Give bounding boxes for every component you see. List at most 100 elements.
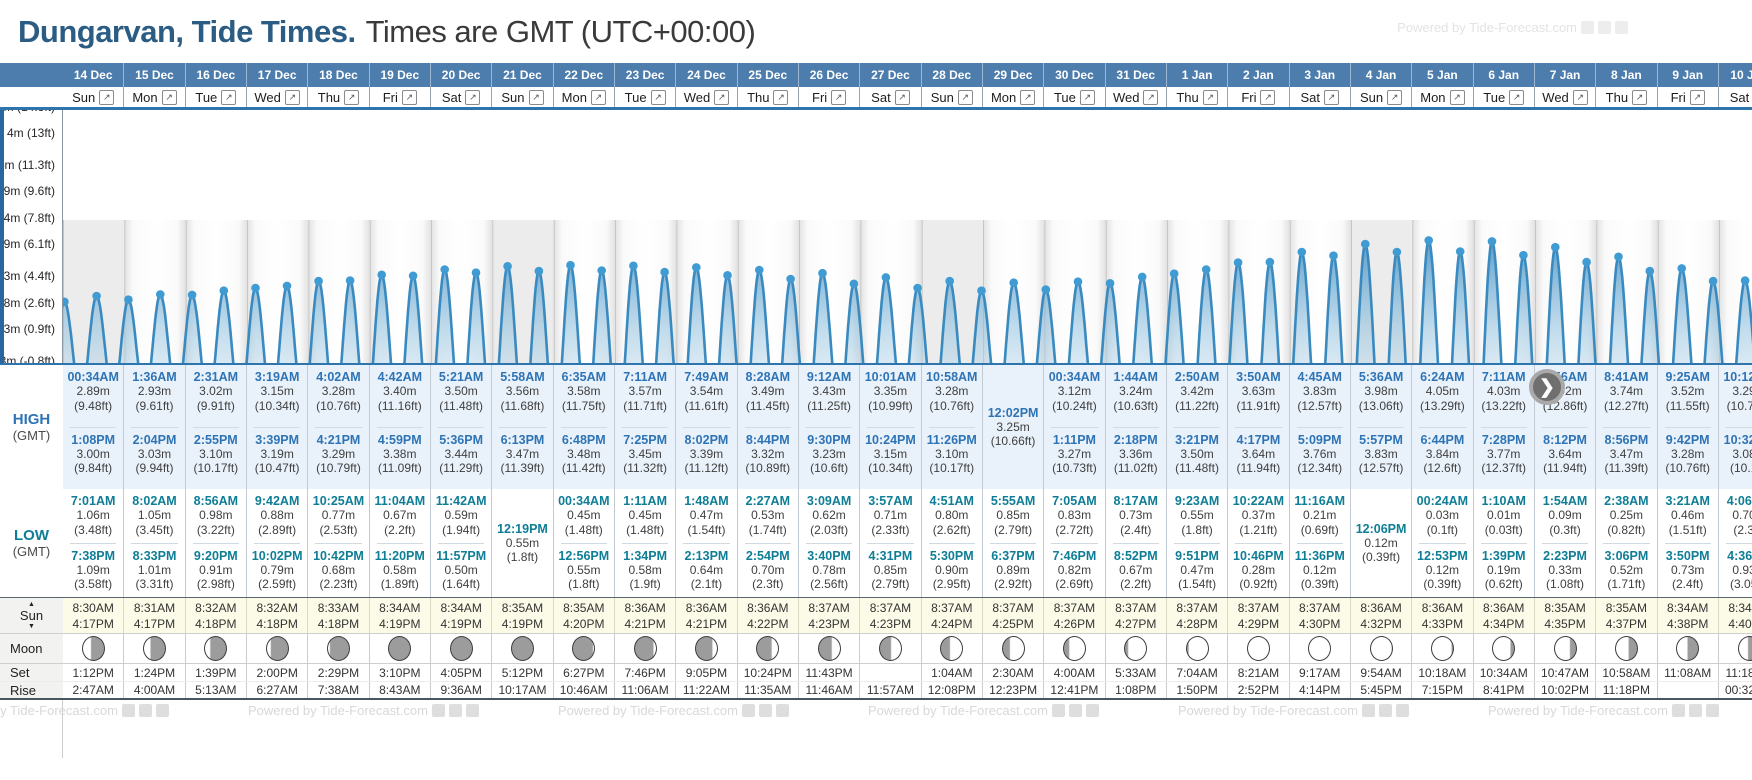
- moonset-time: 4:05PM: [430, 664, 493, 681]
- day-link-icon[interactable]: ↗: [161, 89, 177, 105]
- day-link-icon[interactable]: ↗: [1632, 89, 1648, 105]
- tide-height-ft: (3.31ft): [135, 577, 174, 591]
- tide-subcell: 3:40PM 0.78m (2.56ft): [799, 544, 859, 598]
- tide-height-m: 0.12m: [1303, 562, 1337, 577]
- tide-time: 2:54PM: [745, 548, 790, 563]
- tide-height-m: 3.27m: [1057, 446, 1092, 461]
- tide-time: 1:11AM: [623, 494, 667, 508]
- day-link-icon[interactable]: ↗: [401, 89, 417, 105]
- day-link-icon[interactable]: ↗: [1572, 89, 1588, 105]
- sunrise-time: 8:35AM: [1544, 600, 1586, 615]
- chart-day-separator: [1473, 220, 1475, 365]
- tide-height-m: 0.98m: [199, 508, 233, 522]
- tide-height-m: 0.71m: [873, 508, 908, 522]
- day-link-icon[interactable]: ↗: [714, 89, 730, 105]
- day-link-icon[interactable]: ↗: [773, 89, 789, 105]
- tide-height-ft: (1.08ft): [1546, 577, 1585, 591]
- tide-height-m: 3.83m: [1303, 384, 1337, 398]
- day-link-icon[interactable]: ↗: [1509, 89, 1525, 105]
- tide-height-ft: (10.63ft): [1113, 398, 1159, 413]
- gmt-label: (GMT): [12, 428, 51, 443]
- day-link-icon[interactable]: ↗: [831, 89, 847, 105]
- day-link-icon[interactable]: ↗: [1449, 89, 1465, 105]
- day-link-icon[interactable]: ↗: [590, 89, 606, 105]
- tide-subrow-divider: [805, 542, 853, 544]
- sun-times-cell: 8:37AM 4:29PM: [1228, 598, 1290, 633]
- day-link-icon[interactable]: ↗: [465, 89, 481, 105]
- tide-height-ft: (11.16ft): [377, 398, 422, 413]
- high-tide-point: [1041, 285, 1051, 294]
- day-link-icon[interactable]: ↗: [1143, 89, 1159, 105]
- tide-subrow-divider: [683, 542, 730, 544]
- day-link-icon[interactable]: ↗: [1020, 89, 1036, 105]
- tide-subrow-divider: [1725, 426, 1752, 428]
- watermark-text: Powered by Tide-Forecast.com: [558, 703, 738, 718]
- watermark-icon: [775, 704, 789, 717]
- tide-height-ft: (2.3ft): [1733, 522, 1752, 537]
- day-link-icon[interactable]: ↗: [1323, 89, 1339, 105]
- tide-subrow-divider: [989, 542, 1037, 544]
- tide-height-m: 0.45m: [628, 508, 662, 522]
- day-link-icon[interactable]: ↗: [1260, 89, 1276, 105]
- moonset-row-label: Set: [0, 664, 63, 681]
- moon-phase-icon: [449, 636, 473, 661]
- tide-subcell: 5:57PM 3.83m (12.57ft): [1351, 428, 1411, 490]
- day-of-week: Tue ↗: [186, 87, 247, 107]
- sunrise-time: 8:36AM: [747, 600, 789, 615]
- moonset-time: 11:08AM: [1657, 664, 1719, 681]
- tide-time: 6:35AM: [561, 370, 607, 384]
- tide-time: 2:13PM: [684, 548, 729, 563]
- day-of-week: Sun ↗: [63, 87, 125, 107]
- chart-day-separator: [308, 220, 310, 365]
- tide-height-m: 3.29m: [321, 446, 356, 461]
- high-tide-cell: 3:19AM 3.15m (10.34ft) 3:39PM 3.19m (10.47ft): [246, 365, 309, 489]
- moon-cell: [1657, 634, 1719, 663]
- day-link-icon[interactable]: ↗: [894, 89, 910, 105]
- moon-cell: [63, 634, 125, 663]
- day-link-icon[interactable]: ↗: [1689, 89, 1705, 105]
- tide-height-ft: (2.2ft): [384, 522, 416, 537]
- moonrise-time: 10:46AM: [553, 682, 615, 698]
- day-link-icon[interactable]: ↗: [957, 89, 973, 105]
- day-link-icon[interactable]: ↗: [221, 89, 237, 105]
- moon-cell: [1228, 634, 1290, 663]
- tide-height-ft: (2.53ft): [319, 522, 358, 537]
- tide-subcell: 5:36AM 3.98m (13.06ft): [1351, 365, 1411, 427]
- day-link-icon[interactable]: ↗: [99, 89, 115, 105]
- sun-times-cell: 8:37AM 4:26PM: [1044, 598, 1106, 633]
- footer-watermark: Powered by Tide-Forecast.com: [1178, 703, 1409, 718]
- next-days-button[interactable]: ❯: [1529, 369, 1565, 405]
- day-link-icon[interactable]: ↗: [284, 89, 300, 105]
- tide-time: 2:50AM: [1174, 370, 1220, 384]
- tide-height-ft: (1.64ft): [442, 577, 481, 591]
- tide-time: 7:11AM: [1481, 370, 1526, 384]
- tide-height-ft: (1.8ft): [506, 550, 539, 564]
- high-tide-point: [1201, 265, 1211, 274]
- day-link-icon[interactable]: ↗: [1387, 89, 1403, 105]
- date-header: 30 Dec: [1044, 63, 1106, 87]
- tide-height-ft: (11.12ft): [684, 461, 729, 475]
- day-link-icon[interactable]: ↗: [528, 89, 544, 105]
- day-of-week-label: Fri: [382, 89, 398, 105]
- day-link-icon[interactable]: ↗: [1079, 89, 1095, 105]
- sun-times-cell: 8:36AM 4:22PM: [737, 598, 799, 633]
- tide-height-ft: (1.48ft): [564, 522, 603, 537]
- moonrise-time: 10:02PM: [1534, 682, 1597, 698]
- tide-height-ft: (11.48ft): [439, 398, 484, 413]
- sunset-time: 4:26PM: [1053, 616, 1096, 631]
- chart-day-separator: [492, 220, 494, 365]
- tide-subrow-divider: [1357, 426, 1405, 428]
- day-link-icon[interactable]: ↗: [650, 89, 666, 105]
- tide-subcell: 8:56PM 3.47m (11.39ft): [1596, 428, 1656, 490]
- tide-height-m: 0.58m: [628, 562, 662, 577]
- day-link-icon[interactable]: ↗: [344, 89, 360, 105]
- tide-height-ft: (0.62ft): [1484, 577, 1523, 591]
- day-link-icon[interactable]: ↗: [1202, 89, 1218, 105]
- tide-height-ft: (0.39ft): [1300, 577, 1339, 591]
- tide-height-ft: (10.89ft): [745, 461, 791, 475]
- tide-height-ft: (1.9ft): [629, 577, 661, 591]
- tide-subrow-divider: [1541, 542, 1589, 544]
- sunrise-time: 8:37AM: [1299, 600, 1341, 615]
- moon-phase-icon: [756, 636, 780, 661]
